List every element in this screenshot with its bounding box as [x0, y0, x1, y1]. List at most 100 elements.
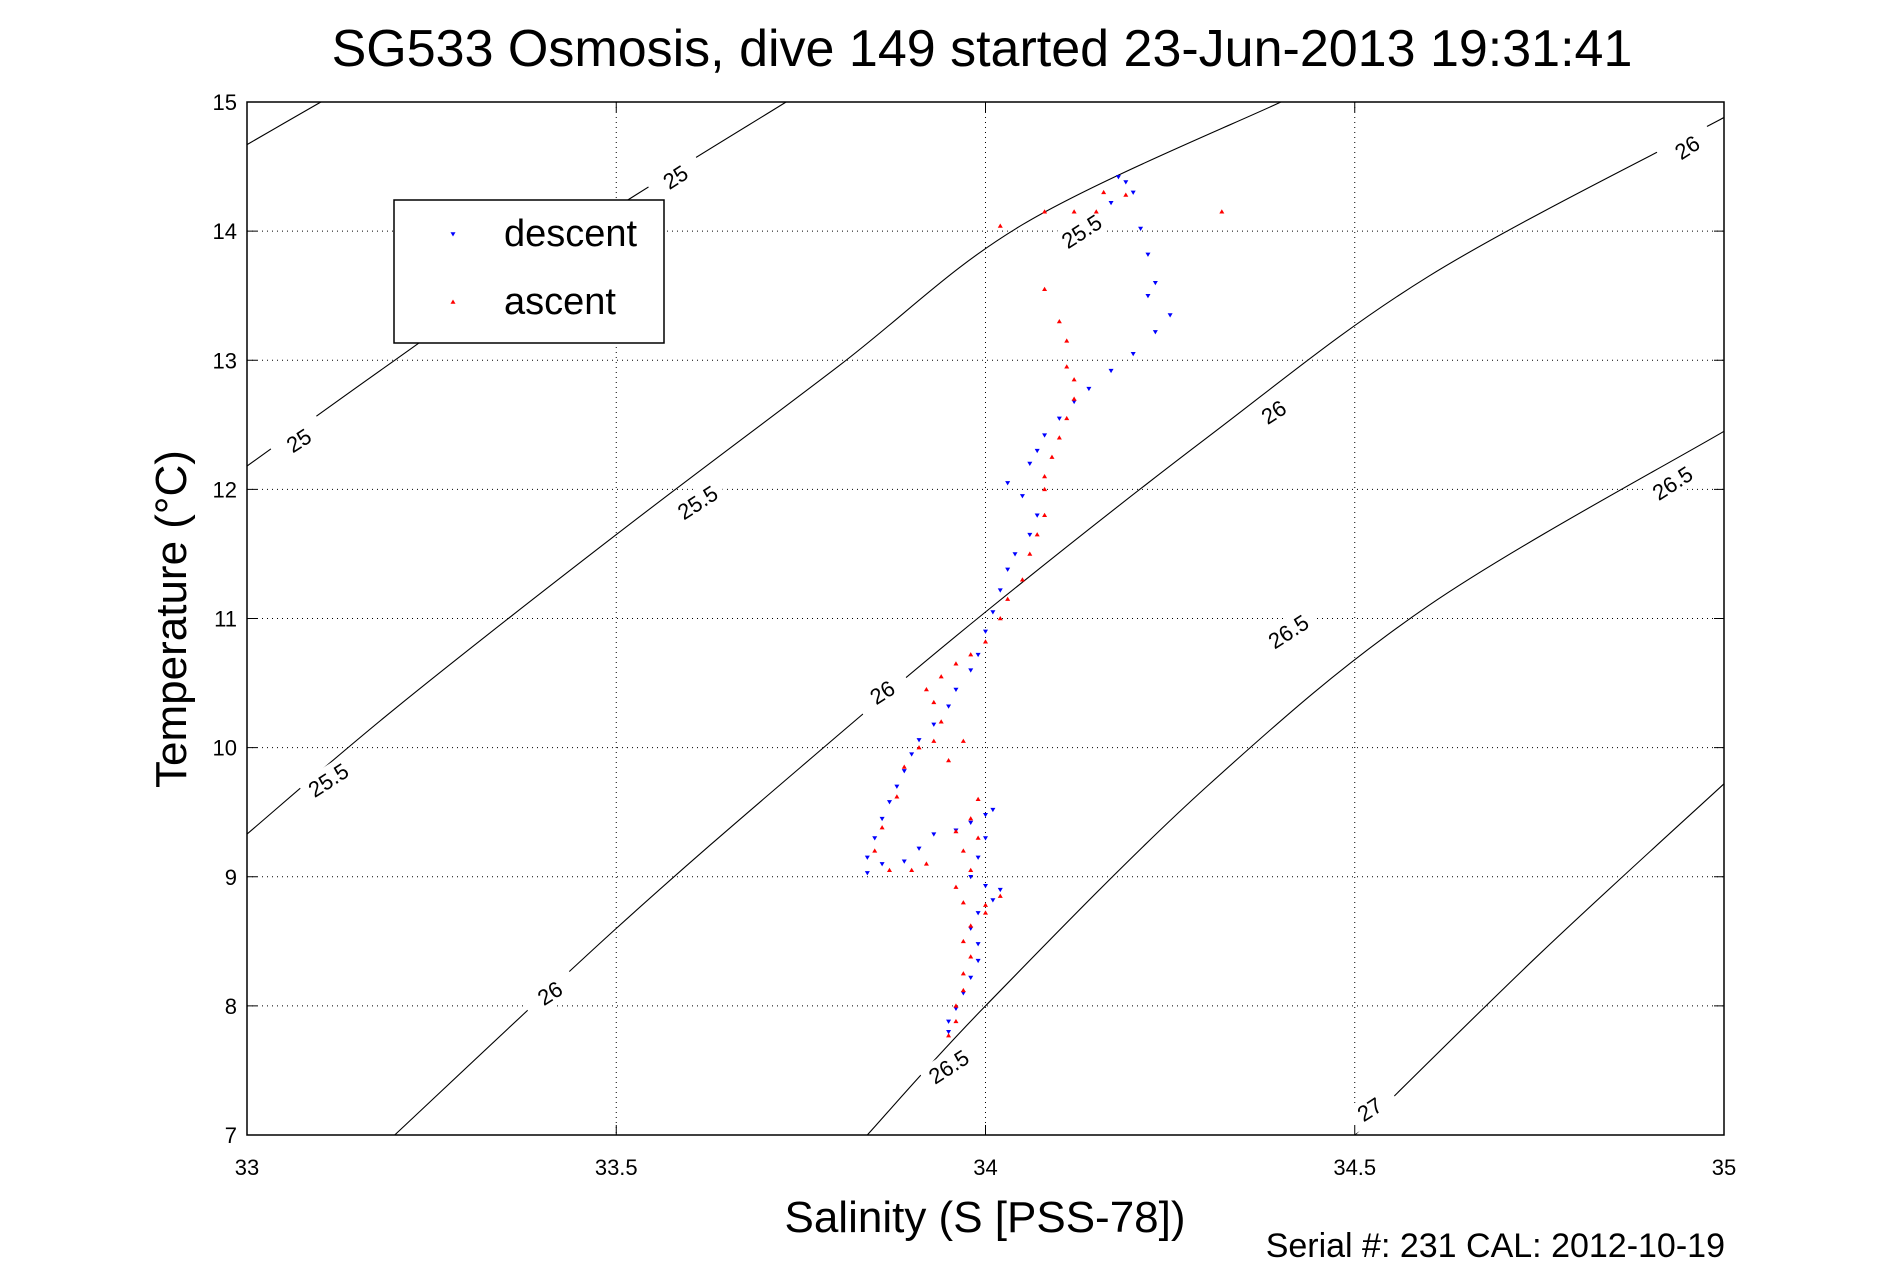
ascent-point: [1123, 192, 1129, 197]
descent-point: [990, 610, 996, 615]
ascent-point: [1027, 551, 1033, 556]
descent-point: [1123, 180, 1129, 185]
series-descent: [864, 175, 1173, 1035]
ascent-point: [923, 861, 929, 866]
ascent-point: [997, 223, 1003, 228]
ascent-point: [938, 719, 944, 724]
contour-label-bg: [666, 476, 729, 529]
x-tick-label: 34.5: [1333, 1155, 1376, 1180]
x-axis-label: Salinity (S [PSS-78]): [784, 1193, 1185, 1242]
ascent-point: [1056, 319, 1062, 324]
chart-title: SG533 Osmosis, dive 149 started 23-Jun-2…: [332, 20, 1633, 78]
contour-label-bg: [1656, 121, 1718, 174]
density-contour-27: [1354, 783, 1725, 1136]
serial-cal-footer: Serial #: 231 CAL: 2012-10-19: [1266, 1227, 1725, 1262]
ascent-point: [960, 938, 966, 944]
x-tick-label: 33.5: [595, 1155, 638, 1180]
descent-point: [1012, 552, 1018, 557]
ascent-point: [953, 829, 959, 834]
ascent-point: [931, 699, 937, 705]
descent-point: [990, 807, 996, 813]
ascent-point: [886, 867, 892, 873]
ascent-point: [1219, 209, 1225, 214]
x-tick-label: 33: [235, 1155, 259, 1180]
ascent-point: [1064, 338, 1070, 343]
descent-point: [1027, 532, 1033, 538]
descent-point: [931, 722, 937, 727]
ascent-point: [1071, 396, 1077, 401]
ascent-point: [1042, 286, 1048, 291]
ascent-point: [953, 1003, 959, 1008]
descent-point: [901, 769, 907, 774]
contour-label-bg: [297, 753, 359, 807]
descent-point: [1034, 513, 1040, 518]
legend: descent ascent: [393, 199, 665, 344]
descent-point: [975, 942, 981, 947]
descent-point: [968, 975, 974, 980]
ascent-point: [960, 848, 966, 853]
descent-point: [953, 1006, 959, 1011]
descent-point: [1108, 368, 1114, 374]
descent-point: [879, 816, 885, 822]
ascent-point: [1042, 486, 1048, 492]
ascent-point: [960, 738, 966, 743]
ascent-point: [975, 796, 981, 802]
descent-point: [1152, 330, 1158, 335]
descent-point: [975, 911, 981, 916]
axis-ticks: [246, 101, 1725, 1136]
y-tick-label: 12: [213, 477, 237, 502]
descent-point: [1042, 433, 1048, 438]
descent-point: [983, 836, 988, 841]
ascent-point: [1005, 596, 1011, 601]
ascent-point: [968, 652, 974, 657]
ascent-point: [983, 910, 988, 915]
descent-point: [1115, 175, 1121, 180]
descent-point: [1034, 448, 1040, 454]
descent-point: [1167, 313, 1173, 318]
ascent-point: [1071, 377, 1077, 382]
ascent-point: [894, 794, 900, 799]
legend-marker-ascent: [450, 299, 456, 304]
ascent-point: [983, 639, 988, 644]
legend-box: [393, 199, 665, 344]
descent-point: [1005, 481, 1011, 486]
descent-point: [1019, 494, 1025, 499]
ascent-point: [983, 902, 988, 907]
descent-point: [983, 629, 988, 634]
legend-label-descent: descent: [504, 213, 638, 255]
y-tick-label: 13: [213, 348, 237, 373]
contour-label-bg: [851, 665, 913, 719]
descent-point: [997, 588, 1003, 593]
ascent-point: [872, 848, 878, 853]
descent-point: [1071, 399, 1077, 405]
ascent-point: [1042, 473, 1048, 479]
ascent-point: [997, 893, 1003, 898]
x-tick-label: 35: [1712, 1155, 1736, 1180]
density-contours: [246, 101, 1725, 1136]
descent-point: [983, 813, 988, 818]
descent-point: [990, 898, 996, 903]
ascent-point: [931, 738, 937, 743]
ascent-point: [953, 661, 959, 666]
ascent-point: [946, 758, 952, 763]
descent-point: [1086, 386, 1092, 392]
descent-point: [975, 855, 981, 860]
descent-point: [968, 820, 974, 826]
y-tick-label: 15: [213, 90, 237, 115]
y-tick-label: 7: [225, 1123, 237, 1148]
descent-point: [1130, 352, 1136, 357]
ascent-point: [960, 971, 966, 976]
y-tick-label: 14: [213, 219, 237, 244]
ascent-point: [909, 867, 915, 873]
descent-point: [997, 887, 1003, 893]
descent-point: [931, 832, 937, 837]
descent-point: [916, 846, 922, 851]
legend-marker-descent: [450, 232, 456, 237]
descent-point: [1056, 416, 1062, 421]
ascent-point: [975, 835, 981, 840]
y-tick-label: 10: [213, 736, 237, 761]
descent-point: [975, 958, 981, 964]
ascent-point: [968, 867, 974, 873]
descent-point: [946, 1029, 952, 1035]
